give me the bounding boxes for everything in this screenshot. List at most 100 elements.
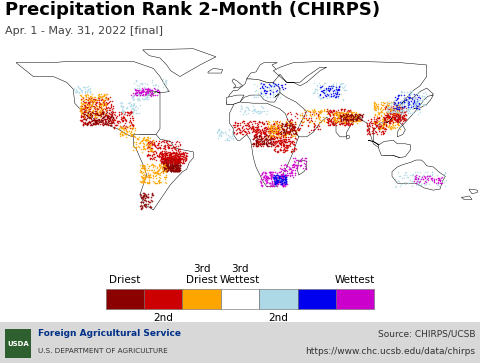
Point — [372, 100, 379, 106]
Point — [284, 130, 292, 135]
Point — [171, 157, 179, 163]
Point — [164, 162, 171, 167]
Point — [271, 184, 278, 189]
Point — [344, 109, 351, 115]
Point — [273, 172, 280, 178]
Point — [426, 174, 433, 179]
Point — [390, 105, 398, 111]
Point — [326, 121, 334, 127]
Point — [120, 114, 128, 120]
Point — [329, 121, 336, 127]
Point — [385, 107, 393, 113]
Point — [108, 112, 116, 118]
Point — [153, 146, 161, 151]
Point — [120, 127, 128, 132]
Point — [132, 125, 139, 131]
Point — [270, 134, 278, 140]
Point — [173, 157, 180, 163]
Point — [167, 152, 175, 158]
Point — [166, 160, 173, 166]
Point — [345, 113, 353, 119]
Point — [174, 154, 181, 160]
Point — [159, 170, 167, 176]
Point — [252, 131, 260, 137]
Point — [381, 114, 388, 120]
Point — [266, 170, 274, 175]
Point — [288, 122, 296, 128]
Point — [77, 99, 84, 105]
Point — [146, 146, 154, 152]
Point — [239, 111, 246, 117]
Point — [341, 122, 348, 128]
Point — [119, 107, 127, 113]
Point — [273, 131, 280, 136]
Point — [161, 160, 168, 166]
Point — [176, 163, 183, 168]
Point — [90, 115, 97, 121]
Point — [277, 131, 285, 137]
Point — [254, 125, 262, 130]
Point — [77, 103, 85, 109]
Point — [266, 87, 274, 93]
Point — [92, 96, 100, 102]
Point — [117, 111, 125, 117]
Point — [285, 142, 293, 148]
Point — [407, 94, 414, 100]
Point — [80, 97, 87, 103]
Point — [394, 103, 401, 109]
Point — [77, 96, 84, 102]
Point — [277, 122, 285, 128]
Point — [392, 112, 400, 118]
Point — [109, 118, 117, 124]
Point — [395, 104, 403, 110]
Point — [109, 119, 117, 125]
Point — [342, 120, 350, 126]
Point — [86, 120, 94, 126]
Point — [266, 90, 274, 96]
Point — [378, 124, 386, 130]
Point — [273, 135, 281, 140]
Point — [85, 103, 93, 109]
Point — [81, 114, 88, 119]
Point — [252, 137, 260, 143]
Point — [260, 138, 267, 144]
Point — [349, 116, 357, 122]
Point — [282, 144, 290, 150]
Point — [273, 87, 281, 93]
Point — [141, 172, 148, 178]
Point — [79, 105, 87, 111]
Point — [177, 156, 184, 162]
Point — [161, 155, 169, 160]
Point — [324, 87, 332, 93]
Point — [242, 123, 250, 129]
Point — [230, 122, 238, 127]
Point — [83, 104, 90, 110]
Point — [180, 158, 187, 164]
Point — [102, 91, 110, 97]
Point — [265, 180, 273, 185]
Point — [280, 127, 288, 133]
Point — [144, 161, 151, 167]
Point — [347, 115, 355, 121]
Point — [272, 127, 280, 132]
Point — [340, 119, 348, 125]
Point — [139, 143, 147, 149]
Point — [267, 89, 275, 94]
Point — [135, 89, 143, 95]
Point — [333, 94, 340, 99]
Point — [100, 91, 108, 97]
Point — [387, 107, 395, 113]
Point — [92, 117, 99, 123]
Point — [412, 176, 420, 182]
Point — [111, 112, 119, 118]
Point — [155, 154, 162, 160]
Point — [354, 117, 361, 123]
Point — [392, 109, 399, 115]
Point — [400, 117, 408, 122]
Point — [276, 173, 284, 179]
Point — [146, 152, 154, 158]
Point — [282, 127, 289, 132]
Point — [292, 128, 300, 134]
Point — [120, 130, 128, 136]
Point — [394, 106, 401, 112]
